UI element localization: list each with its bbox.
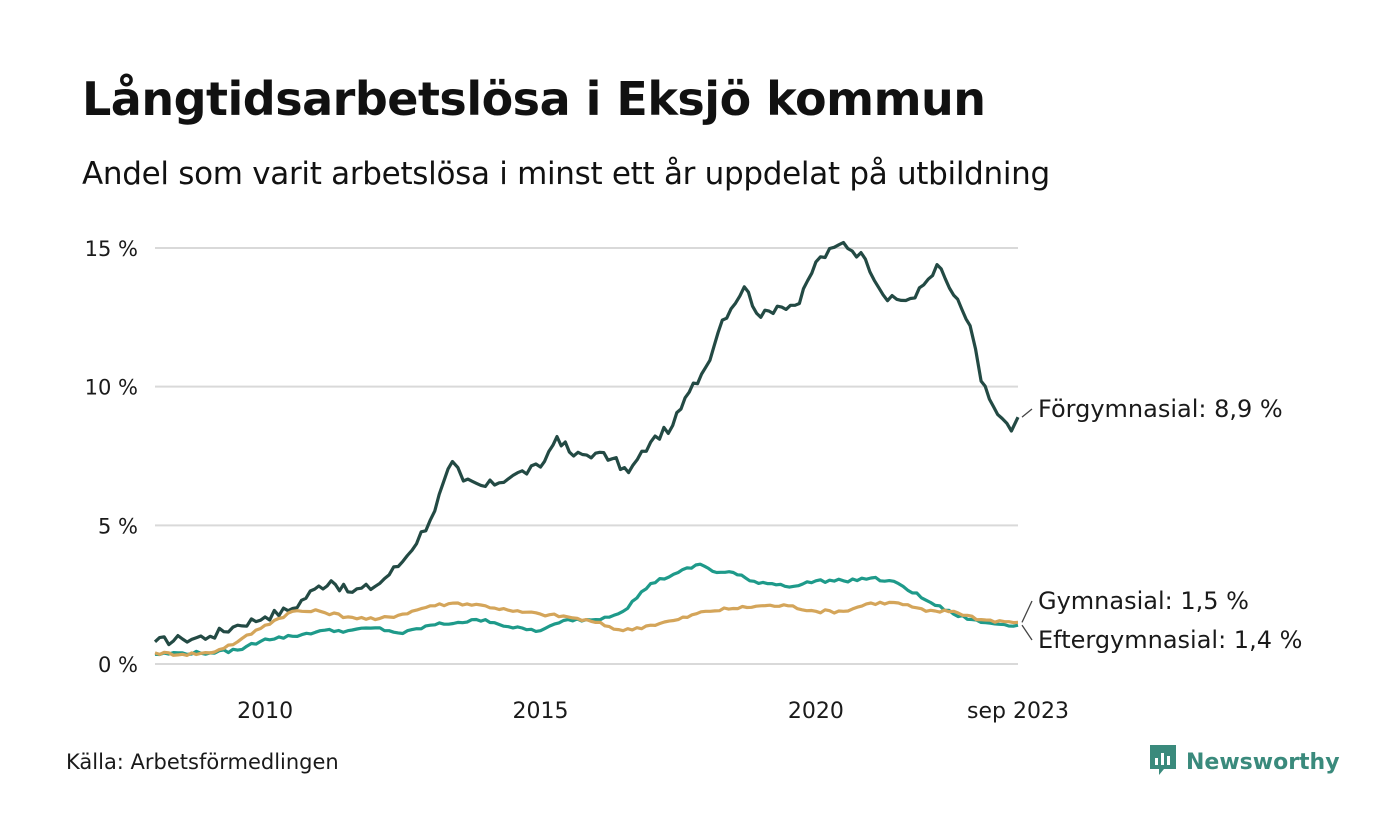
x-tick-label: sep 2023 [967,699,1069,724]
bar-chart-speech-bubble-icon [1148,743,1178,781]
brand-logo[interactable]: Newsworthy [1148,743,1340,781]
end-label-förgymnasial: Förgymnasial: 8,9 % [1038,395,1283,423]
brand-name: Newsworthy [1186,749,1340,775]
end-label-eftergymnasial: Eftergymnasial: 1,4 % [1038,626,1302,654]
y-tick-label: 10 % [85,376,138,400]
leader-line-gymnasial [1021,600,1033,623]
leader-line-förgymnasial [1021,408,1033,418]
x-tick-label: 2010 [237,699,293,724]
gridlines [155,247,1018,665]
series-line-gymnasial [154,600,1019,657]
y-tick-label: 15 % [85,237,138,261]
chart-title: Långtidsarbetslösa i Eksjö kommun [82,72,986,126]
y-tick-label: 5 % [98,514,138,538]
x-tick-label: 2015 [513,699,569,724]
leader-line-eftergymnasial [1021,624,1033,641]
y-tick-label: 0 % [98,653,138,677]
y-axis-tick-labels: 0 % 5 % 10 % 15 % [85,237,138,677]
series-line-förgymnasial [153,240,1020,647]
chart-subtitle: Andel som varit arbetslösa i minst ett å… [82,156,1050,192]
x-tick-label: 2020 [788,699,844,724]
series-lines [153,240,1020,657]
series-end-labels: Förgymnasial: 8,9 % Gymnasial: 1,5 % Efter… [1021,395,1302,654]
source-note: Källa: Arbetsförmedlingen [66,750,339,774]
end-label-gymnasial: Gymnasial: 1,5 % [1038,587,1249,615]
x-axis-tick-labels: 2010 2015 2020 sep 2023 [237,699,1069,724]
